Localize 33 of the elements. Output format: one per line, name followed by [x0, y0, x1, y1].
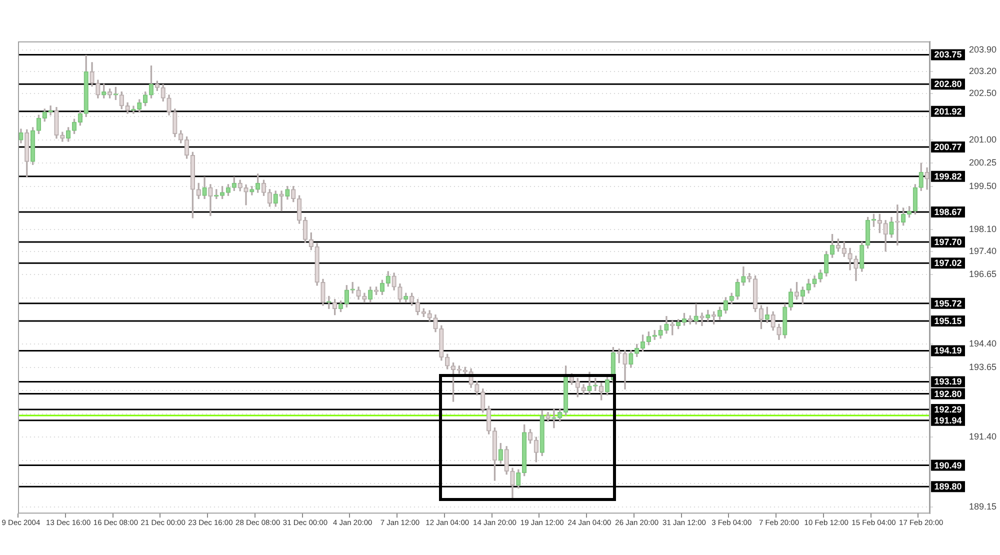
- ref-line-label: 195.72: [934, 298, 962, 308]
- candlestick: [244, 184, 248, 206]
- ref-line-label: 192.29: [934, 404, 962, 415]
- y-tick-label: 193.65: [969, 362, 997, 372]
- ref-line-label: 192.80: [934, 388, 962, 399]
- y-tick-label: 191.40: [969, 432, 997, 442]
- ref-line-label: 201.92: [934, 106, 962, 116]
- ref-line-label: 195.15: [934, 316, 962, 326]
- ref-line-label: 198.67: [934, 206, 962, 217]
- ref-line-label: 197.70: [934, 237, 962, 248]
- ref-line-label: 190.49: [934, 460, 962, 470]
- ref-line-label: 191.94: [934, 415, 962, 426]
- y-tick-label: 194.40: [969, 338, 997, 349]
- ref-line-label: 189.80: [934, 482, 962, 492]
- ref-line-label: 197.02: [934, 258, 962, 268]
- y-tick-label: 200.25: [969, 158, 997, 168]
- y-tick-label: 203.20: [969, 66, 997, 76]
- y-tick-label: 189.15: [969, 501, 997, 512]
- y-tick-label: 199.50: [969, 180, 997, 191]
- y-tick-label: 196.65: [969, 269, 997, 280]
- ref-line-label: 200.77: [934, 142, 962, 152]
- candlestick: [700, 312, 704, 326]
- ref-line-label: 194.19: [934, 346, 962, 356]
- ref-line-label: 203.75: [934, 50, 962, 60]
- ref-line-label: 193.19: [934, 376, 962, 387]
- y-tick-label: 203.90: [969, 44, 997, 55]
- ref-line-label: 199.82: [934, 171, 962, 182]
- y-tick-label: 198.10: [969, 224, 997, 234]
- y-tick-label: 197.40: [969, 246, 997, 256]
- ref-line-label: 202.80: [934, 79, 962, 90]
- y-tick-label: 202.50: [969, 88, 997, 98]
- y-tick-label: 201.00: [969, 134, 997, 144]
- candlestick: [552, 408, 556, 428]
